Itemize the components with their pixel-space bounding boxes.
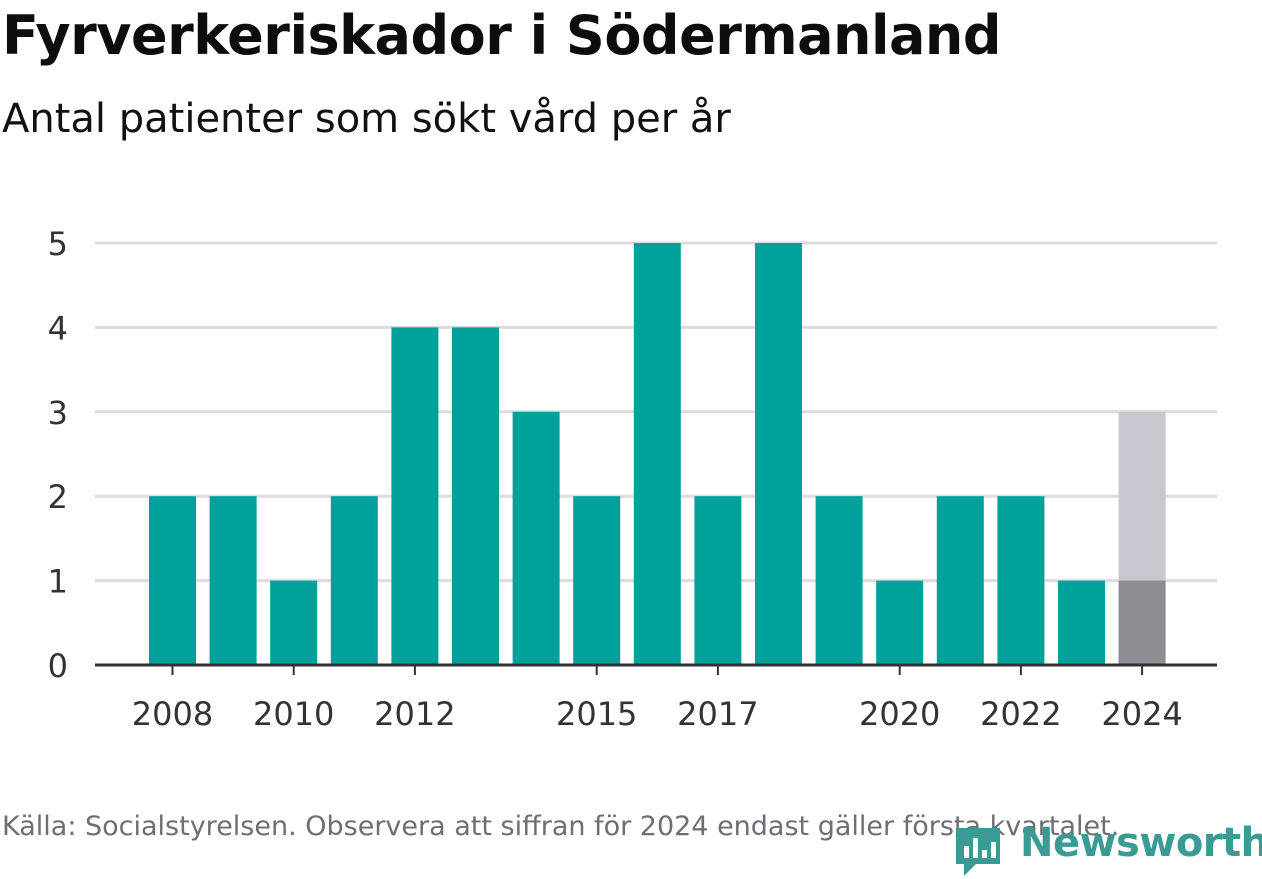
newsworthy-logo[interactable]: Newsworthy [950,818,1262,878]
y-tick-label: 5 [48,225,68,263]
x-tick-label: 2020 [859,695,940,733]
bar-2018 [755,243,802,665]
source-note: Källa: Socialstyrelsen. Observera att si… [2,811,1120,842]
x-tick-label: 2024 [1101,695,1182,733]
x-tick-label: 2012 [374,695,455,733]
chart-subtitle: Antal patienter som sökt vård per år [2,96,731,142]
bar-2010 [270,580,318,665]
newsworthy-logo-icon [956,828,1000,876]
bar-2020 [876,580,924,665]
bar-2011 [330,496,378,665]
y-tick-label: 2 [48,478,68,516]
x-tick-label: 2017 [677,695,758,733]
x-tick-label: 2008 [132,695,213,733]
bar-2016 [633,243,681,665]
bar-chart: 0 1 2 3 4 5 2008 2010 2012 2015 2017 2020 2022 2024 [48,225,1217,733]
bar-2023 [1058,580,1105,665]
newsworthy-logo-text: Newsworthy [1020,820,1262,866]
y-tick-label: 0 [48,647,68,685]
bar-2019 [815,496,863,665]
x-tick-label: 2015 [556,695,637,733]
bar-2024-actual [1118,580,1166,665]
bar-2008 [149,496,196,665]
x-tick-label: 2010 [253,695,334,733]
bar-2009 [209,496,257,665]
y-tick-label: 4 [48,309,68,347]
bar-2014 [512,411,560,665]
bar-2021 [936,496,984,665]
bar-2017 [694,496,742,665]
y-tick-label: 1 [48,563,68,601]
bar-2015 [573,496,621,665]
x-tick-label: 2022 [980,695,1061,733]
y-tick-label: 3 [48,394,68,432]
bar-2013 [452,327,499,665]
bar-2012 [391,327,439,665]
chart-title: Fyrverkeriskador i Södermanland [2,4,1002,67]
bar-2022 [997,496,1045,665]
